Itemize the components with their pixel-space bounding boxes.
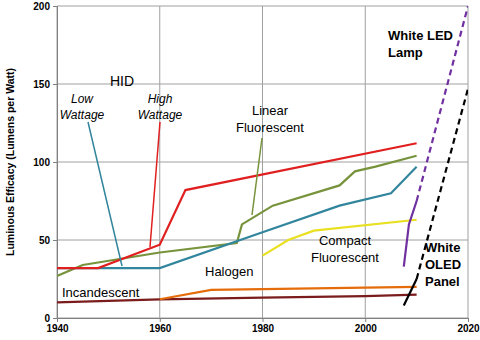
- series-label-line: Fluorescent: [236, 120, 304, 135]
- label-leader: [150, 122, 160, 247]
- x-axis: 1940 1960 1980 2000 2020: [46, 318, 480, 334]
- y-axis-title: Luminous Efficacy (Lumens per Watt): [4, 68, 16, 256]
- x-tick-label: 1940: [46, 323, 69, 334]
- series-label-line: Low: [71, 92, 94, 106]
- x-tick-mark: [263, 318, 264, 322]
- series-label-line: OLED: [425, 257, 461, 272]
- y-tick: 200: [33, 1, 57, 12]
- x-tick-label: 1960: [149, 323, 172, 334]
- series-label-line: Lamp: [388, 45, 423, 60]
- series-label-line: Compact: [319, 233, 371, 248]
- y-tick-label: 50: [39, 235, 51, 246]
- y-tick-label: 200: [33, 1, 50, 12]
- y-tick: 50: [39, 235, 57, 246]
- series-labels: IncandescentHalogenCompactFluorescentLin…: [60, 28, 461, 300]
- series-label: White LED Lamp: [388, 28, 453, 60]
- series-line: [417, 89, 468, 279]
- series-label-line: White: [425, 240, 460, 255]
- y-tick-mark: [53, 162, 57, 163]
- x-tick: 1960: [149, 318, 172, 334]
- series-label-line: Halogen: [205, 264, 253, 279]
- series-label-line: Fluorescent: [311, 250, 379, 265]
- x-tick-label: 2020: [457, 323, 480, 334]
- label-leader: [88, 122, 122, 266]
- series-label-line: Wattage: [60, 108, 105, 122]
- y-axis-line: [53, 7, 58, 319]
- y-tick-label: 0: [44, 313, 50, 324]
- y-tick: 150: [33, 79, 57, 90]
- series-label-line: High: [148, 92, 173, 106]
- series-label-line: Wattage: [138, 108, 183, 122]
- series-label: Incandescent: [62, 285, 140, 300]
- series-line: [404, 279, 417, 306]
- x-tick-label: 1980: [252, 323, 275, 334]
- y-tick-mark: [53, 6, 57, 7]
- series-label: Compact Fluorescent: [311, 233, 379, 265]
- y-axis: 0 50 100 150 200: [33, 1, 57, 324]
- x-tick-mark: [160, 318, 161, 322]
- x-tick: 2020: [457, 318, 480, 334]
- series-label-line: White LED: [388, 28, 453, 43]
- y-tick: 0: [44, 313, 57, 324]
- annotation: HID: [110, 73, 134, 89]
- series-label: High Wattage: [138, 92, 183, 122]
- series-line: [160, 287, 417, 299]
- chart: 1940 1960 1980 2000 2020 0 50 100 150 200 Luminous…: [0, 0, 480, 340]
- series-label: Halogen: [205, 264, 253, 279]
- series-line: [57, 156, 417, 276]
- x-tick: 2000: [355, 318, 378, 334]
- y-tick: 100: [33, 157, 57, 168]
- y-tick-label: 150: [33, 79, 50, 90]
- series-lines: [57, 6, 468, 306]
- series-label-line: Incandescent: [62, 285, 140, 300]
- x-tick-mark: [468, 318, 469, 322]
- series-label: Linear Fluorescent: [236, 103, 304, 135]
- series-label-line: Linear: [252, 103, 289, 118]
- grid-line-y: [57, 162, 468, 163]
- x-tick: 1980: [252, 318, 275, 334]
- grid-line-y: [57, 6, 468, 7]
- series-label: Low Wattage: [60, 92, 105, 122]
- y-tick-label: 100: [33, 157, 50, 168]
- x-tick-label: 2000: [355, 323, 378, 334]
- label-leader: [252, 138, 262, 215]
- x-axis-line: [58, 319, 469, 323]
- series-line: [57, 143, 417, 268]
- series-label-line: Panel: [425, 274, 460, 289]
- x-tick-mark: [365, 318, 366, 322]
- grid: [57, 6, 468, 318]
- series-label: White OLED Panel: [425, 240, 461, 289]
- y-tick-mark: [53, 318, 57, 319]
- series-line: [404, 201, 417, 267]
- y-tick-mark: [53, 84, 57, 85]
- y-tick-mark: [53, 240, 57, 241]
